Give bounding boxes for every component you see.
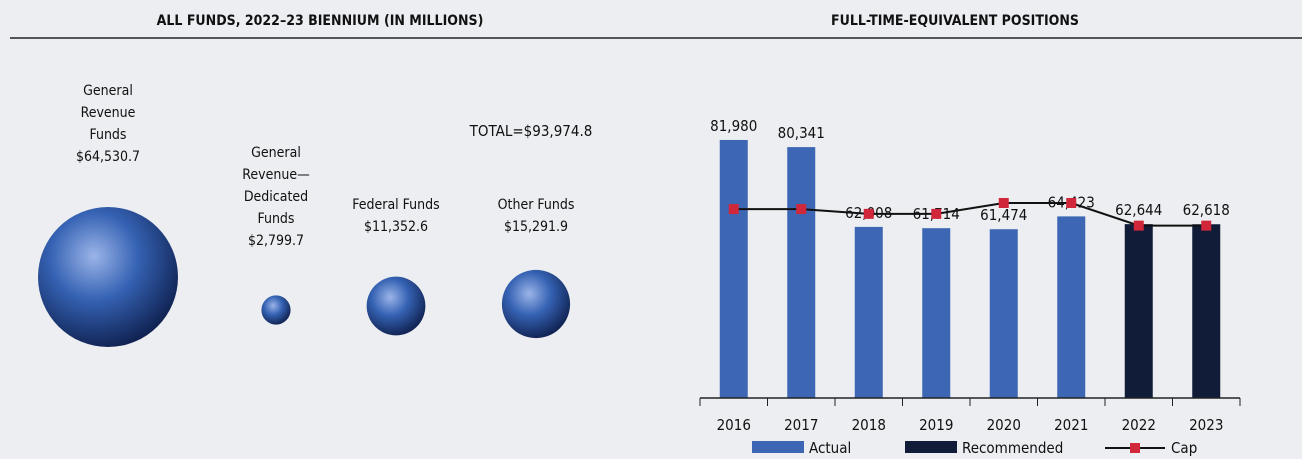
value-label: $11,352.6	[341, 216, 451, 238]
bar	[990, 229, 1018, 398]
x-tick-label: 2023	[1189, 416, 1223, 434]
bar	[1057, 216, 1085, 398]
bubble	[502, 270, 570, 338]
x-tick-label: 2021	[1054, 416, 1088, 434]
cap-marker	[1066, 198, 1076, 208]
bar	[787, 147, 815, 398]
category-label: Other Funds	[481, 194, 591, 216]
bar	[855, 227, 883, 398]
category-label: Federal Funds	[341, 194, 451, 216]
legend-swatch	[752, 441, 804, 453]
page: ALL FUNDS, 2022–23 BIENNIUM (IN MILLIONS…	[0, 0, 1302, 459]
value-label: 80,341	[778, 124, 825, 142]
x-tick-label: 2017	[784, 416, 818, 434]
cap-marker	[1134, 221, 1144, 231]
chart: ALL FUNDS, 2022–23 BIENNIUM (IN MILLIONS…	[0, 0, 1302, 459]
legend-swatch	[905, 441, 957, 453]
bar	[922, 228, 950, 398]
bubble	[367, 277, 426, 336]
x-tick-label: 2019	[919, 416, 953, 434]
cap-marker	[931, 209, 941, 219]
legend-label: Cap	[1171, 439, 1197, 457]
x-tick-label: 2020	[987, 416, 1021, 434]
cap-marker	[999, 198, 1009, 208]
bubble	[38, 207, 178, 347]
bar	[720, 140, 748, 398]
value-label: $64,530.7	[63, 146, 153, 168]
bubble	[261, 295, 290, 324]
value-label: $15,291.9	[481, 216, 591, 238]
bar	[1125, 224, 1153, 398]
cap-marker	[729, 204, 739, 214]
cap-marker	[864, 209, 874, 219]
value-label: 81,980	[710, 117, 757, 135]
annotation: TOTAL=$93,974.8	[469, 122, 593, 140]
chart-title: ALL FUNDS, 2022–23 BIENNIUM (IN MILLIONS…	[157, 13, 484, 29]
value-label: 61,474	[980, 206, 1027, 224]
x-tick-label: 2018	[852, 416, 886, 434]
value-label: $2,799.7	[236, 230, 316, 252]
chart-title: FULL-TIME-EQUIVALENT POSITIONS	[831, 13, 1079, 29]
legend-label: Recommended	[962, 439, 1063, 457]
value-label: 62,618	[1183, 201, 1230, 219]
cap-marker	[796, 204, 806, 214]
x-tick-label: 2022	[1122, 416, 1156, 434]
bar	[1192, 224, 1220, 398]
x-tick-label: 2016	[717, 416, 751, 434]
category-label: General Revenue—Dedicated Funds	[236, 142, 316, 230]
legend-marker	[1130, 443, 1140, 453]
value-label: 62,644	[1115, 201, 1162, 219]
legend-label: Actual	[809, 439, 851, 457]
category-label: General Revenue Funds	[63, 80, 153, 146]
cap-marker	[1201, 221, 1211, 231]
